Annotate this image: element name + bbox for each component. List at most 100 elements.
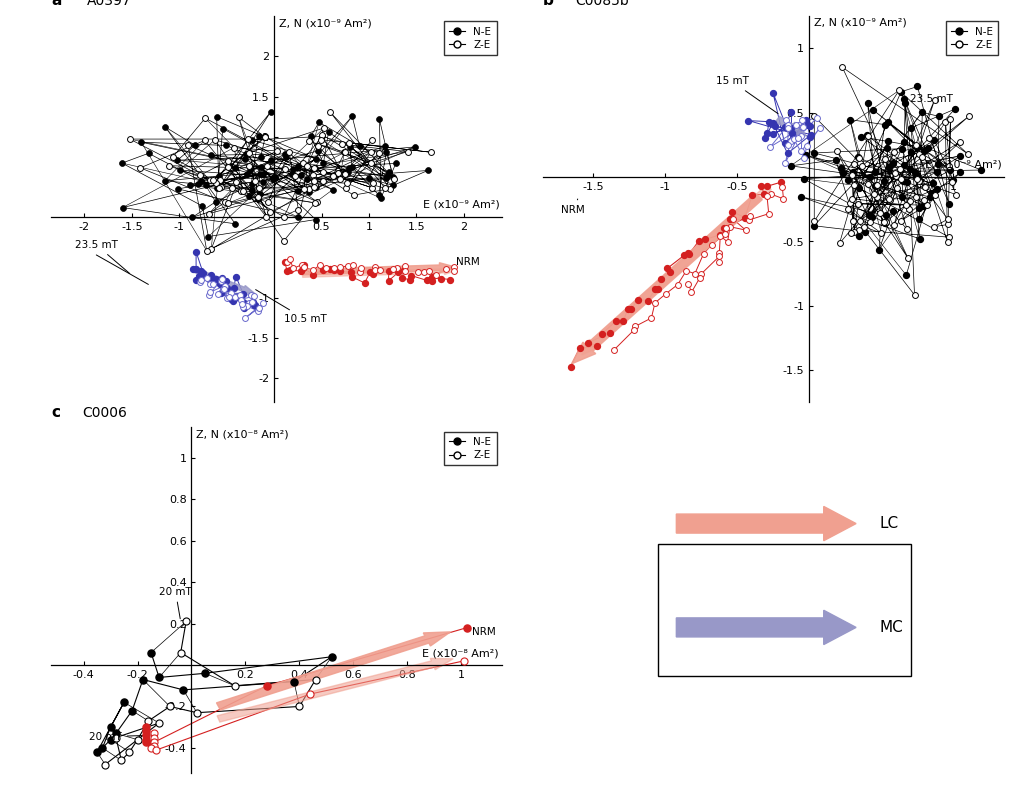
Point <box>403 269 420 282</box>
Point <box>368 264 384 277</box>
Legend: N-E, Z-E: N-E, Z-E <box>946 21 998 55</box>
Point <box>306 162 323 175</box>
Point <box>223 292 240 305</box>
Point <box>930 158 946 171</box>
Point <box>881 160 897 173</box>
Point <box>332 265 348 278</box>
Point <box>774 180 791 193</box>
Point <box>191 275 208 288</box>
Point <box>341 136 357 149</box>
Point <box>687 267 703 280</box>
Point <box>640 294 656 307</box>
Point <box>252 151 268 164</box>
Point <box>330 166 346 179</box>
Point <box>290 159 306 172</box>
Point <box>762 140 778 153</box>
Text: c: c <box>51 405 60 419</box>
Point <box>889 182 905 195</box>
Point <box>250 130 266 142</box>
Point <box>197 112 213 125</box>
Point <box>269 145 286 158</box>
Point <box>189 178 206 191</box>
Point <box>326 262 342 275</box>
Point <box>133 136 150 149</box>
Point <box>284 167 300 180</box>
Point <box>887 167 903 180</box>
Point <box>295 262 311 275</box>
Point <box>806 219 822 232</box>
Point <box>186 138 203 151</box>
Point <box>226 161 243 174</box>
Point <box>184 211 201 224</box>
Point <box>888 170 904 183</box>
Point <box>364 134 380 147</box>
Point <box>213 278 229 291</box>
Point <box>145 727 162 740</box>
Point <box>402 274 419 287</box>
Point <box>416 266 432 279</box>
Point <box>794 191 810 204</box>
Point <box>806 215 822 228</box>
Point <box>193 274 209 287</box>
Text: 20 mT: 20 mT <box>159 587 191 619</box>
Point <box>302 163 318 175</box>
Point <box>300 183 316 196</box>
Point <box>236 302 252 315</box>
Point <box>337 167 353 180</box>
Point <box>239 299 255 312</box>
Point <box>842 114 858 126</box>
Point <box>313 134 330 147</box>
Point <box>241 147 257 159</box>
Point <box>678 264 694 277</box>
Point <box>243 163 259 176</box>
Point <box>941 197 957 210</box>
Point <box>795 121 811 134</box>
Point <box>241 160 257 173</box>
Point <box>307 161 324 174</box>
Point <box>866 188 883 200</box>
Point <box>164 151 180 163</box>
Text: 23.5 mT: 23.5 mT <box>904 94 952 136</box>
Point <box>380 275 396 287</box>
Point <box>316 122 333 134</box>
Text: b: b <box>543 0 554 8</box>
Point <box>796 172 812 185</box>
Point <box>286 262 302 275</box>
Point <box>266 171 283 184</box>
Point <box>593 328 609 341</box>
Point <box>868 178 885 191</box>
Point <box>145 735 162 748</box>
Point <box>282 146 298 159</box>
Point <box>643 312 659 324</box>
Point <box>911 213 928 225</box>
Point <box>332 172 348 185</box>
Point <box>237 312 253 324</box>
Point <box>910 148 927 161</box>
Point <box>245 295 261 308</box>
Point <box>433 272 450 285</box>
Point <box>744 188 761 201</box>
Point <box>213 275 229 287</box>
Point <box>437 262 454 275</box>
Point <box>899 175 915 188</box>
Point <box>879 215 895 228</box>
Point <box>840 203 856 216</box>
Point <box>140 715 157 728</box>
Point <box>856 221 872 233</box>
Point <box>188 706 205 719</box>
Point <box>765 117 781 130</box>
Text: 10.5 mT: 10.5 mT <box>256 290 327 324</box>
Point <box>218 139 234 152</box>
Point <box>212 277 228 290</box>
Point <box>278 147 294 160</box>
Point <box>299 160 315 173</box>
Point <box>921 132 937 145</box>
Point <box>259 160 275 173</box>
Point <box>799 139 815 152</box>
Point <box>911 233 928 246</box>
Point <box>212 180 228 193</box>
Point <box>647 296 664 309</box>
Point <box>907 138 924 151</box>
Point <box>397 260 414 273</box>
Point <box>214 272 230 285</box>
